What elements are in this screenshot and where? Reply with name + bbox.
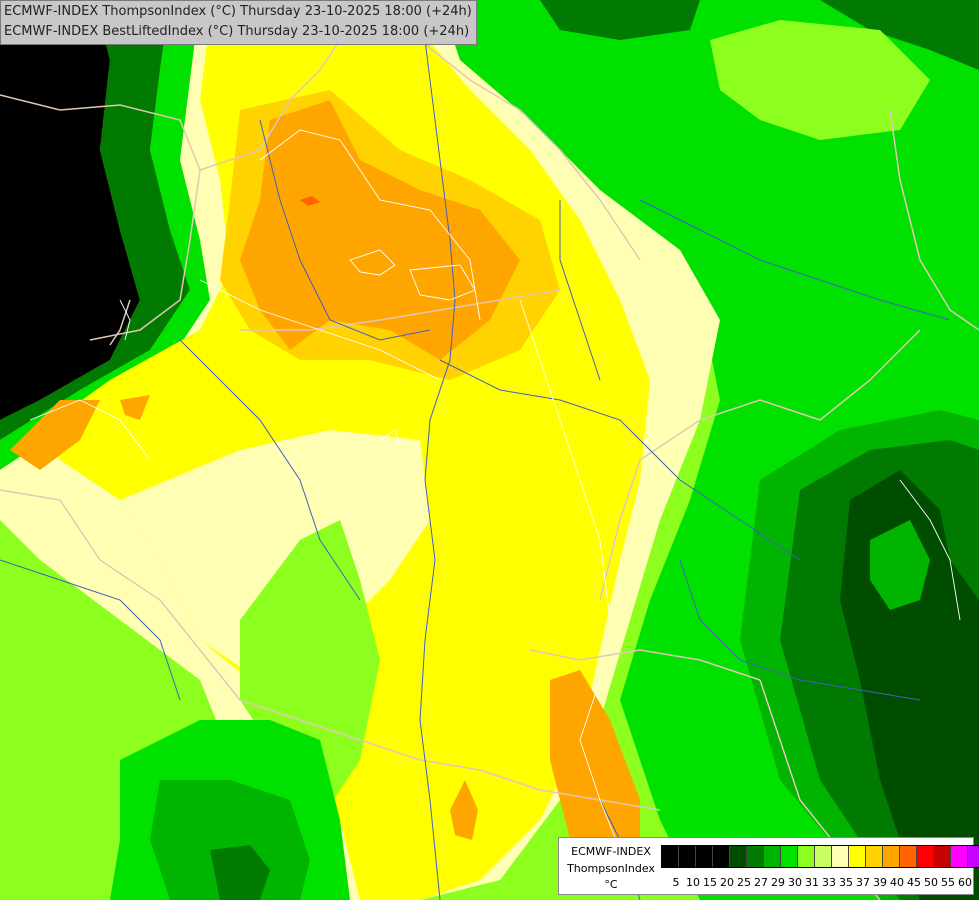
rivers xyxy=(0,0,951,900)
field-green-se-hole xyxy=(870,520,930,610)
field-orange-south2 xyxy=(450,780,478,840)
legend-tick-label: 50 xyxy=(924,876,938,889)
field-lime-ne-blob xyxy=(710,20,930,140)
legend-tick-label: 40 xyxy=(890,876,904,889)
legend-swatch xyxy=(951,846,968,867)
legend-swatch xyxy=(934,846,951,867)
legend-model: ECMWF-INDEX xyxy=(571,845,651,858)
legend-tick-label: 39 xyxy=(873,876,887,889)
legend-swatch xyxy=(764,846,781,867)
legend-tick-label: 29 xyxy=(771,876,785,889)
legend-swatch xyxy=(866,846,883,867)
legend-tick-label: 15 xyxy=(703,876,717,889)
title-best-lifted-index: ECMWF-INDEX BestLiftedIndex (°C) Thursda… xyxy=(4,24,470,39)
legend-swatch xyxy=(798,846,815,867)
legend-unit: °C xyxy=(604,878,618,891)
legend-tick-label: 35 xyxy=(839,876,853,889)
legend-parameter: ThompsonIndex xyxy=(567,862,655,875)
legend-swatch xyxy=(849,846,866,867)
field-orange-north xyxy=(240,100,520,360)
field-verydark-south xyxy=(210,845,270,900)
legend-swatch xyxy=(713,846,730,867)
legend-tick-label: 27 xyxy=(754,876,768,889)
legend-tick-label: 5 xyxy=(672,876,680,889)
legend-swatches xyxy=(661,845,979,868)
map-title-box: ECMWF-INDEX ThompsonIndex (°C) Thursday … xyxy=(0,0,477,45)
legend-tick-label: 25 xyxy=(737,876,751,889)
legend-swatch xyxy=(832,846,849,867)
contour-lines xyxy=(29,129,961,851)
legend-tick-label: 31 xyxy=(805,876,819,889)
legend-swatch xyxy=(815,846,832,867)
legend-swatch xyxy=(662,846,679,867)
title-thompson-index: ECMWF-INDEX ThompsonIndex (°C) Thursday … xyxy=(4,4,472,19)
field-darkgreen-northeast xyxy=(820,0,979,70)
legend-swatch xyxy=(781,846,798,867)
legend-tick-label: 10 xyxy=(686,876,700,889)
legend-tick-label: 60 xyxy=(958,876,972,889)
legend-swatch xyxy=(747,846,764,867)
legend-tick-label: 45 xyxy=(907,876,921,889)
legend-swatch xyxy=(917,846,934,867)
legend-tick-label: 55 xyxy=(941,876,955,889)
field-orange-south xyxy=(550,670,640,880)
legend-swatch xyxy=(900,846,917,867)
legend-swatch xyxy=(679,846,696,867)
legend-tick-label: 20 xyxy=(720,876,734,889)
legend-tick-label: 37 xyxy=(856,876,870,889)
legend-swatch xyxy=(883,846,900,867)
legend-swatch xyxy=(696,846,713,867)
legend-tick-label: 30 xyxy=(788,876,802,889)
field-darkgreen-north xyxy=(540,0,700,40)
field-redorange-spot xyxy=(300,196,320,206)
legend-tick-label: 33 xyxy=(822,876,836,889)
legend-swatch xyxy=(968,846,979,867)
color-legend: ECMWF-INDEX ThompsonIndex °C 5 10 15 20 25 27… xyxy=(558,837,979,895)
field-green-west xyxy=(0,0,210,470)
field-orange-west xyxy=(10,400,100,470)
legend-swatch xyxy=(730,846,747,867)
field-orange-west2 xyxy=(120,395,150,420)
